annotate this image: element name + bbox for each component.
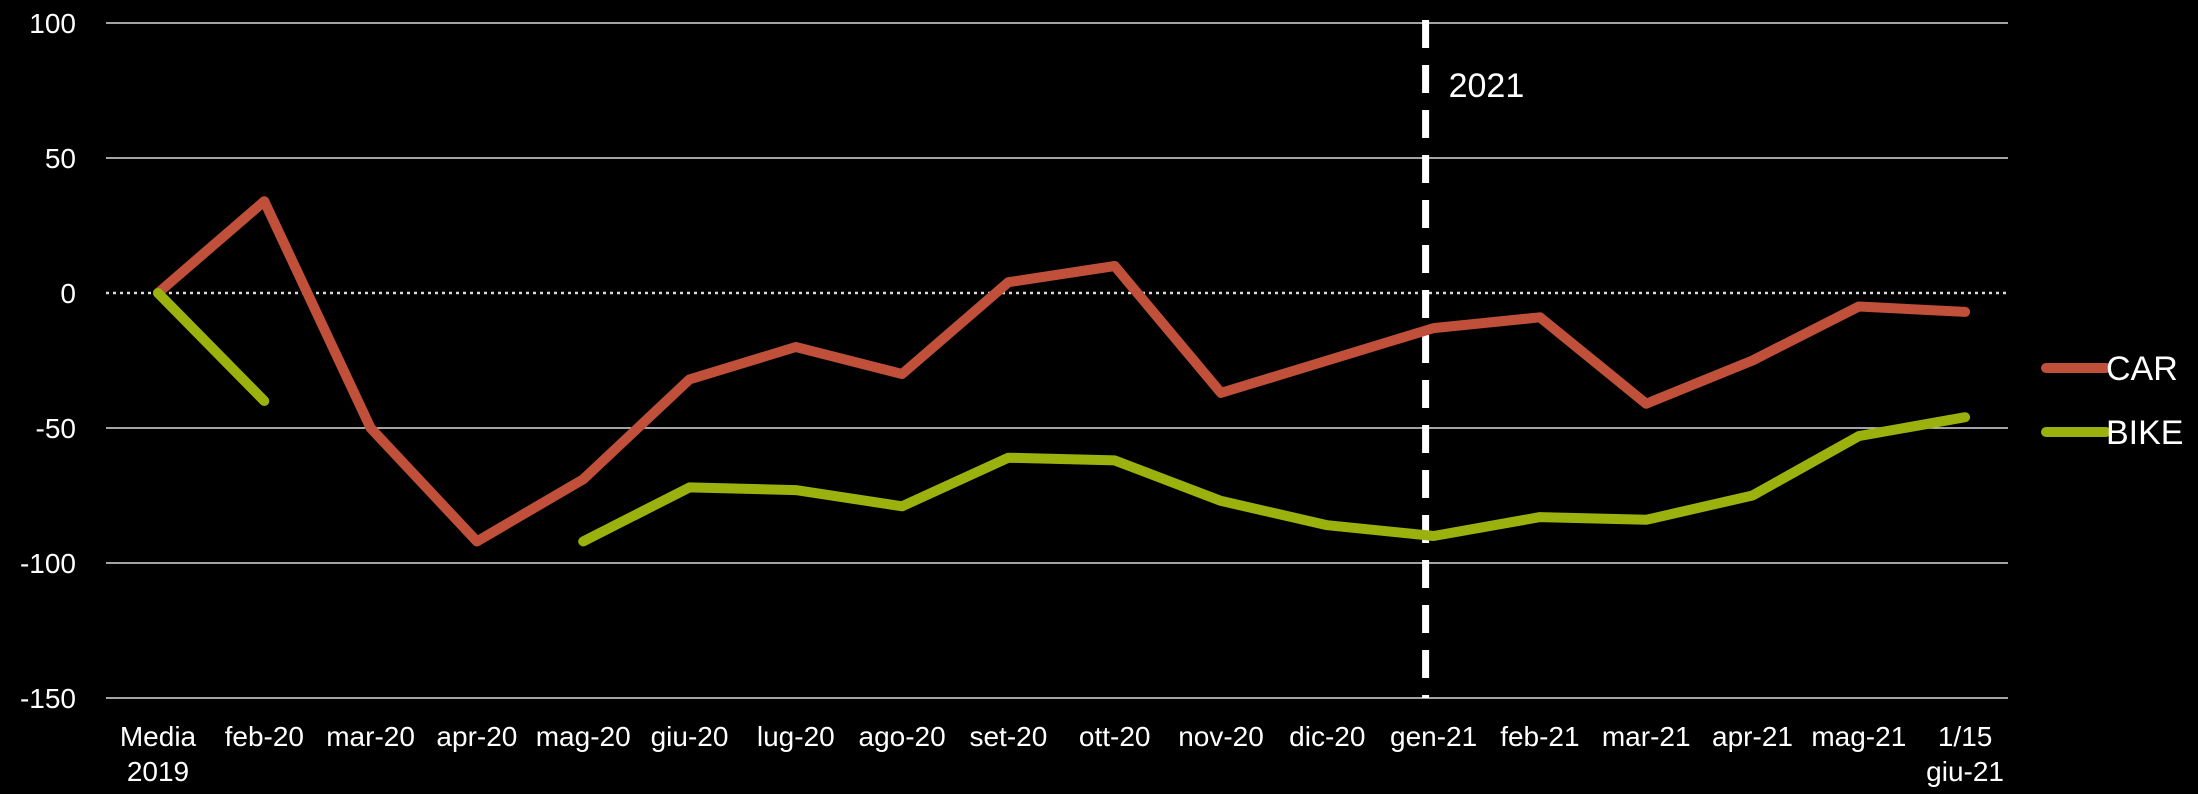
y-tick-label: -50 bbox=[36, 413, 76, 444]
x-tick-label: gen-21 bbox=[1390, 721, 1477, 752]
series-car bbox=[158, 201, 1965, 541]
x-tick-label: Media bbox=[120, 721, 197, 752]
y-tick-label: 50 bbox=[45, 143, 76, 174]
legend-label-car: CAR bbox=[2106, 350, 2178, 388]
gridlines bbox=[106, 23, 2008, 698]
x-tick-label: giu-20 bbox=[651, 721, 729, 752]
y-tick-label: 0 bbox=[60, 278, 76, 309]
legend-label-bike: BIKE bbox=[2106, 414, 2183, 452]
x-tick-label: apr-21 bbox=[1712, 721, 1793, 752]
x-tick-label: 2019 bbox=[127, 756, 189, 787]
x-tick-label: set-20 bbox=[969, 721, 1047, 752]
series-line-bike bbox=[158, 293, 264, 401]
x-tick-label: nov-20 bbox=[1178, 721, 1264, 752]
series-layer bbox=[158, 201, 1965, 541]
legend: CAR BIKE bbox=[2046, 350, 2183, 452]
x-axis: Media 2019 feb-20 mar-20 apr-20 mag-20 giu-20 l… bbox=[120, 721, 2004, 787]
annotation-layer: 2021 bbox=[1426, 20, 1525, 698]
x-tick-label: mar-20 bbox=[326, 721, 415, 752]
series-line-bike bbox=[583, 417, 1965, 541]
series-line-car bbox=[158, 201, 1965, 541]
y-axis: 100 50 0 -50 -100 -150 bbox=[20, 8, 76, 714]
x-tick-label: feb-20 bbox=[225, 721, 304, 752]
x-tick-label: lug-20 bbox=[757, 721, 835, 752]
series-bike bbox=[158, 293, 1965, 542]
x-tick-label: feb-21 bbox=[1500, 721, 1579, 752]
x-tick-label: ago-20 bbox=[859, 721, 946, 752]
x-tick-label: 1/15 bbox=[1938, 721, 1993, 752]
y-tick-label: -150 bbox=[20, 683, 76, 714]
year-annotation: 2021 bbox=[1449, 67, 1525, 105]
x-tick-label: ott-20 bbox=[1079, 721, 1151, 752]
y-tick-label: 100 bbox=[29, 8, 76, 39]
y-tick-label: -100 bbox=[20, 548, 76, 579]
x-tick-label: apr-20 bbox=[436, 721, 517, 752]
x-tick-label: dic-20 bbox=[1289, 721, 1365, 752]
x-tick-label: giu-21 bbox=[1926, 756, 2004, 787]
x-tick-label: mag-20 bbox=[536, 721, 631, 752]
x-tick-label: mar-21 bbox=[1602, 721, 1691, 752]
x-tick-label: mag-21 bbox=[1811, 721, 1906, 752]
